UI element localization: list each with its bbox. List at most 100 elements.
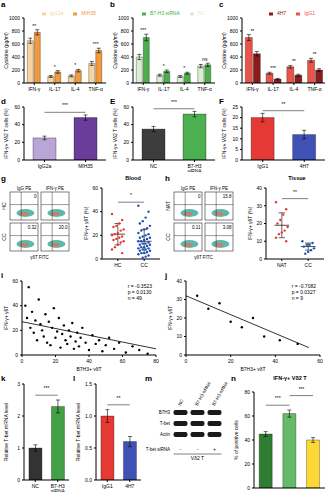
svg-text:***: *** — [62, 102, 68, 108]
svg-text:CC: CC — [305, 262, 313, 268]
svg-text:***: *** — [44, 385, 50, 391]
svg-text:20.0: 20.0 — [59, 225, 68, 230]
svg-text:60: 60 — [14, 104, 20, 110]
svg-text:1.0: 1.0 — [85, 413, 92, 419]
svg-text:IFN-γ: IFN-γ — [28, 86, 41, 92]
svg-text:Actin: Actin — [160, 432, 171, 437]
svg-text:IgG1: IgG1 — [102, 483, 113, 489]
svg-text:NC: NC — [150, 163, 158, 169]
svg-text:20: 20 — [92, 232, 98, 238]
svg-text:20: 20 — [12, 327, 18, 333]
svg-text:20: 20 — [232, 114, 238, 120]
svg-text:0: 0 — [17, 157, 20, 163]
svg-text:+: + — [213, 446, 216, 452]
svg-text:0: 0 — [34, 194, 37, 199]
svg-text:400: 400 — [12, 54, 21, 60]
svg-text:IFN-γ PE: IFN-γ PE — [46, 186, 64, 191]
svg-text:40: 40 — [92, 208, 98, 214]
svg-text:IFN-γ: IFN-γ — [246, 86, 259, 92]
svg-text:IFN-γ: IFN-γ — [137, 86, 150, 92]
svg-text:IgG PE: IgG PE — [17, 186, 32, 191]
svg-text:**: ** — [293, 189, 297, 195]
svg-text:B7H3: B7H3 — [159, 410, 171, 415]
svg-text:20: 20 — [53, 358, 59, 364]
svg-text:0: 0 — [179, 352, 182, 358]
svg-text:**: ** — [32, 23, 36, 29]
svg-text:Cytokine (pg/ml): Cytokine (pg/ml) — [112, 32, 118, 69]
svg-text:**: ** — [282, 101, 286, 107]
svg-text:B7-H3 siRNA: B7-H3 siRNA — [211, 381, 229, 407]
svg-text:T-bet: T-bet — [160, 421, 171, 426]
svg-text:40: 40 — [86, 358, 92, 364]
svg-text:1000: 1000 — [9, 15, 20, 21]
svg-text:0: 0 — [259, 256, 262, 262]
svg-text:60: 60 — [12, 278, 18, 284]
svg-text:60: 60 — [317, 358, 320, 364]
svg-text:T-bet siRNA: T-bet siRNA — [146, 447, 170, 452]
svg-text:600: 600 — [230, 41, 239, 47]
svg-text:0: 0 — [235, 80, 238, 86]
svg-text:10: 10 — [176, 333, 182, 339]
svg-text:B7H3+ γδT: B7H3+ γδT — [76, 366, 101, 371]
svg-text:40: 40 — [123, 121, 129, 127]
svg-text:TNF-α: TNF-α — [198, 86, 212, 92]
svg-text:NAT: NAT — [165, 201, 171, 211]
svg-text:60: 60 — [120, 358, 126, 364]
svg-text:*: * — [54, 64, 56, 70]
svg-text:4H7: 4H7 — [125, 483, 134, 489]
svg-text:40: 40 — [273, 358, 279, 364]
svg-text:***: *** — [140, 27, 146, 33]
svg-text:IFN-γ+ Vδ2 T cells (%): IFN-γ+ Vδ2 T cells (%) — [221, 108, 227, 159]
svg-text:B7-H3 siRNA: B7-H3 siRNA — [194, 381, 212, 407]
svg-text:400: 400 — [230, 54, 239, 60]
svg-text:IgG2a: IgG2a — [38, 163, 52, 169]
svg-text:30: 30 — [176, 296, 182, 302]
svg-text:4H7: 4H7 — [300, 163, 309, 169]
svg-text:0: 0 — [198, 194, 201, 199]
svg-text:80: 80 — [244, 389, 250, 395]
svg-text:0: 0 — [17, 80, 20, 86]
svg-text:***: *** — [275, 395, 281, 401]
svg-text:800: 800 — [12, 28, 21, 34]
svg-text:-: - — [180, 446, 182, 452]
svg-text:0: 0 — [185, 358, 188, 364]
svg-text:200: 200 — [121, 67, 130, 73]
svg-text:200: 200 — [230, 67, 239, 73]
svg-text:IL-4: IL-4 — [290, 86, 299, 92]
svg-text:600: 600 — [121, 41, 130, 47]
svg-text:800: 800 — [230, 28, 239, 34]
svg-text:60: 60 — [244, 413, 250, 419]
svg-text:IFN-γ+ γδT: IFN-γ+ γδT — [167, 306, 173, 331]
svg-text:***: *** — [93, 41, 99, 47]
svg-text:30: 30 — [256, 203, 262, 209]
svg-text:20: 20 — [228, 358, 234, 364]
svg-text:800: 800 — [121, 28, 130, 34]
svg-text:***: *** — [171, 99, 177, 105]
svg-text:TNF-α: TNF-α — [89, 86, 103, 92]
svg-text:40: 40 — [256, 185, 262, 191]
svg-text:600: 600 — [12, 41, 21, 47]
svg-text:0: 0 — [126, 80, 129, 86]
svg-text:IFN-γ+ Vδ2 T cells (%): IFN-γ+ Vδ2 T cells (%) — [112, 108, 118, 159]
svg-text:% of positive cells: % of positive cells — [233, 420, 239, 460]
svg-text:20: 20 — [244, 461, 250, 467]
svg-text:80: 80 — [153, 358, 159, 364]
svg-text:20: 20 — [123, 139, 129, 145]
svg-text:25: 25 — [232, 104, 238, 110]
svg-text:20: 20 — [176, 315, 182, 321]
svg-text:40: 40 — [244, 437, 250, 443]
svg-text:0: 0 — [126, 157, 129, 163]
svg-text:B7H3+ γδT: B7H3+ γδT — [240, 366, 265, 371]
svg-text:0: 0 — [17, 477, 20, 483]
svg-text:1.5: 1.5 — [85, 381, 92, 387]
svg-text:**: ** — [313, 51, 317, 57]
svg-text:1: 1 — [17, 445, 20, 451]
svg-text:40: 40 — [12, 302, 18, 308]
svg-text:*: * — [74, 62, 76, 68]
svg-text:IL-4: IL-4 — [180, 86, 189, 92]
svg-text:CC: CC — [141, 262, 149, 268]
svg-text:HC: HC — [114, 262, 122, 268]
svg-text:60: 60 — [123, 104, 129, 110]
svg-text:**: ** — [117, 395, 121, 401]
svg-text:CC: CC — [165, 233, 171, 241]
